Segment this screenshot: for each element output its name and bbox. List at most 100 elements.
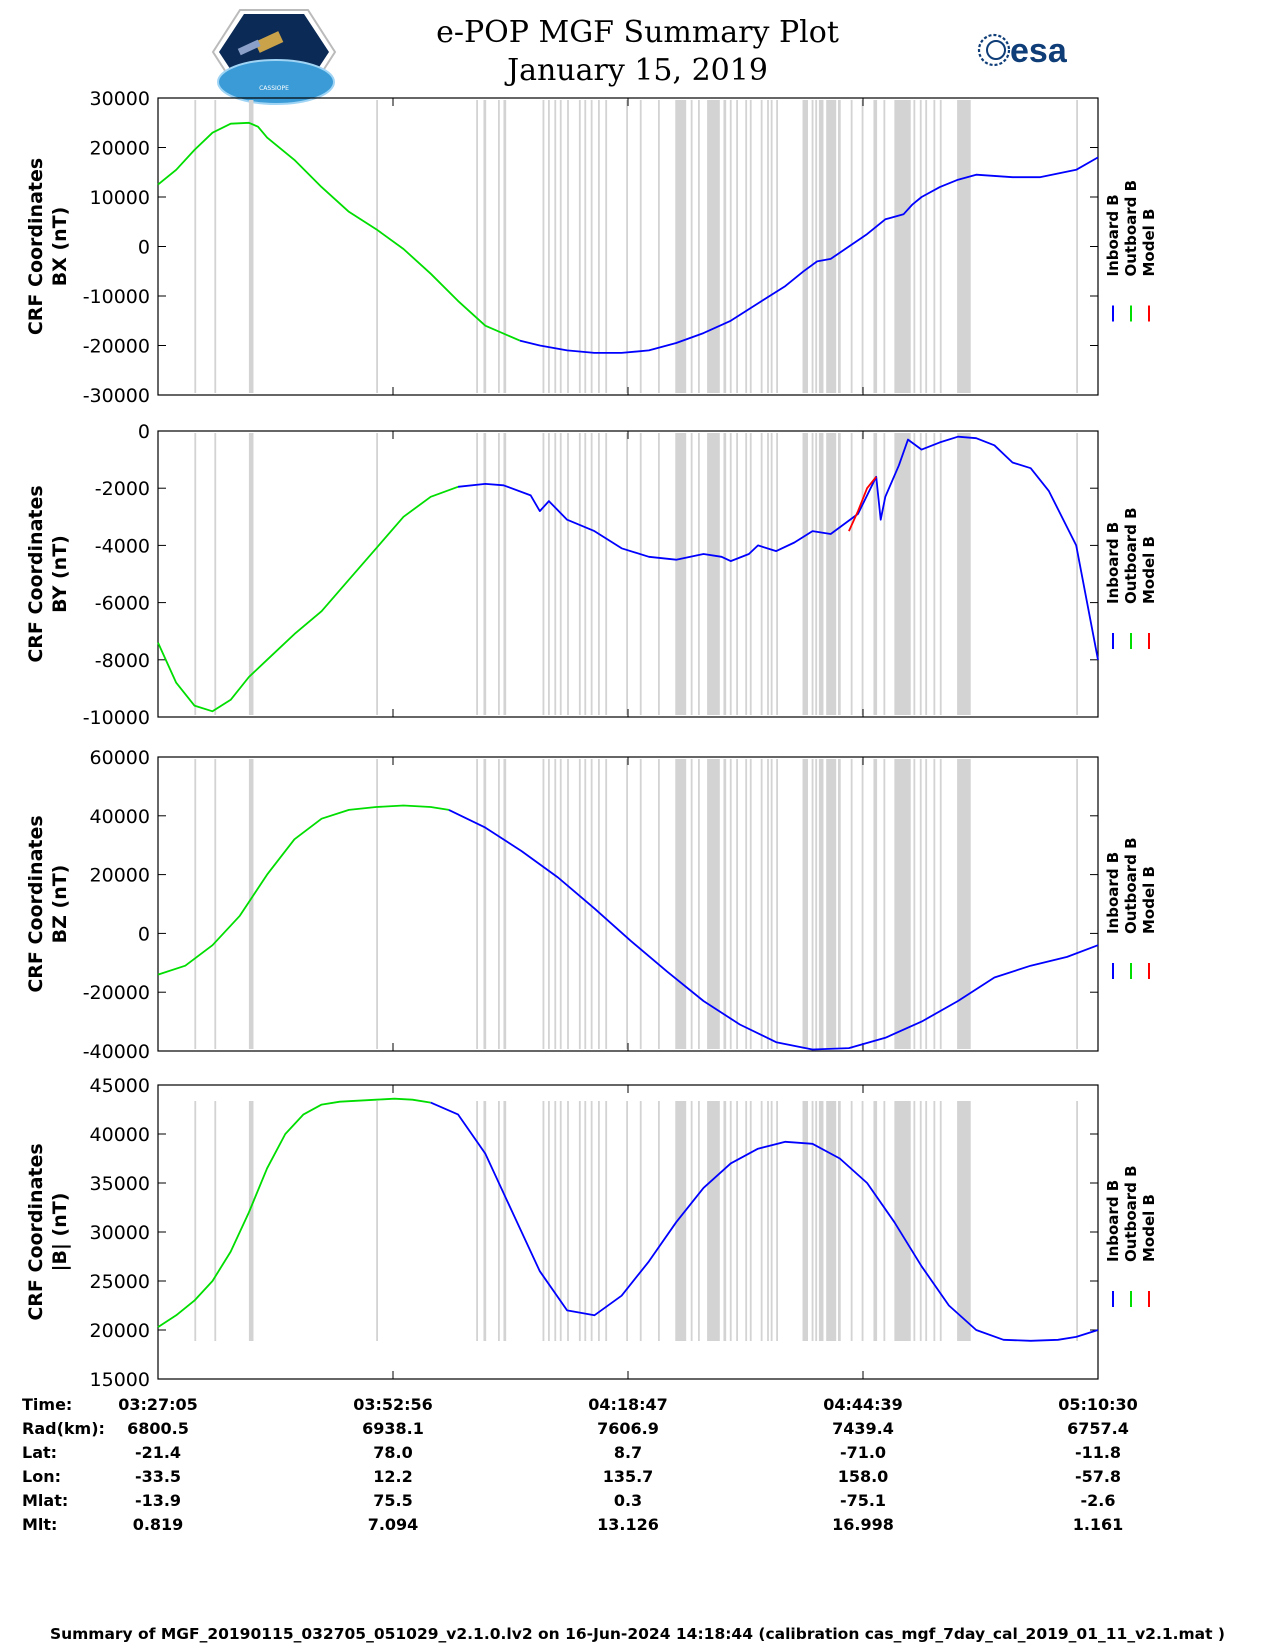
- data-gap-band: [957, 433, 971, 715]
- data-gap-band: [476, 759, 478, 1049]
- y-tick-label: 0: [138, 923, 150, 945]
- data-gap-band: [850, 433, 853, 715]
- y-axis-label: CRF Coordinates: [25, 815, 47, 992]
- data-gap-band: [925, 433, 928, 715]
- data-gap-band: [503, 433, 507, 715]
- data-gap-band: [850, 1101, 853, 1341]
- y-tick-label: 20000: [90, 865, 150, 887]
- data-gap-band: [658, 759, 660, 1049]
- info-cell: -33.5: [135, 1467, 181, 1486]
- data-gap-band: [542, 100, 545, 393]
- data-gap-band: [811, 433, 814, 715]
- data-gap-band: [749, 759, 752, 1049]
- series-line-outboard-b: [157, 804, 450, 976]
- y-tick-label: -6000: [95, 593, 150, 615]
- data-gap-band: [639, 100, 642, 393]
- info-row-label: Mlt:: [22, 1515, 57, 1534]
- data-gap-band: [605, 759, 608, 1049]
- info-cell: -75.1: [840, 1491, 886, 1510]
- info-cell: -11.8: [1075, 1443, 1121, 1462]
- data-gap-band: [698, 433, 700, 715]
- data-gap-band: [749, 1101, 752, 1341]
- data-gap-band: [729, 1101, 732, 1341]
- y-tick-label: 25000: [90, 1271, 150, 1293]
- data-gap-band: [626, 100, 628, 393]
- data-gap-band: [925, 1101, 928, 1341]
- mission-logo-text: CASSIOPE: [259, 85, 289, 92]
- data-gap-band: [770, 1101, 773, 1341]
- info-cell: 8.7: [614, 1443, 642, 1462]
- data-gap-band: [376, 433, 378, 715]
- data-gap-band: [826, 759, 837, 1049]
- data-gap-band: [567, 1101, 569, 1341]
- data-gap-band: [815, 433, 818, 715]
- y-tick-label: -10000: [83, 286, 150, 308]
- data-gap-band: [802, 433, 808, 715]
- legend-label: Model B: [1140, 209, 1158, 277]
- data-gap-band: [707, 1101, 720, 1341]
- data-gap-band: [919, 100, 922, 393]
- data-gap-band: [745, 433, 748, 715]
- data-gap-band: [723, 433, 727, 715]
- data-gap-band: [590, 100, 593, 393]
- data-gap-band: [584, 759, 587, 1049]
- esa-logo-text: esa: [1010, 32, 1068, 70]
- data-gap-band: [913, 100, 916, 393]
- data-gap-band: [760, 433, 763, 715]
- info-cell: 12.2: [373, 1467, 412, 1486]
- data-gap-band: [873, 759, 878, 1049]
- info-cell: 04:44:39: [823, 1395, 903, 1414]
- data-gap-band: [736, 1101, 738, 1341]
- data-gap-band: [559, 759, 562, 1049]
- data-gap-band: [248, 759, 254, 1049]
- data-gap-band: [194, 100, 197, 393]
- data-gap-band: [883, 759, 886, 1049]
- info-cell: -71.0: [840, 1443, 886, 1462]
- data-gap-band: [194, 1101, 197, 1341]
- data-gap-band: [498, 100, 500, 393]
- legend: Inboard B Outboard B Model B: [1104, 837, 1158, 979]
- data-gap-band: [690, 1101, 693, 1341]
- data-gap-band: [578, 100, 581, 393]
- data-gap-band: [698, 1101, 700, 1341]
- data-gap-band: [818, 759, 824, 1049]
- data-gap-band: [815, 1101, 818, 1341]
- info-cell: -2.6: [1081, 1491, 1116, 1510]
- data-gap-band: [214, 759, 217, 1049]
- data-gap-band: [584, 1101, 587, 1341]
- y-tick-label: 35000: [90, 1173, 150, 1195]
- data-gap-band: [861, 1101, 864, 1341]
- data-gap-band: [736, 433, 738, 715]
- data-gap-band: [590, 759, 593, 1049]
- data-gap-band: [548, 433, 550, 715]
- info-cell: 03:27:05: [118, 1395, 198, 1414]
- legend-label: Outboard B: [1122, 837, 1140, 934]
- data-gap-band: [194, 433, 197, 715]
- panel-4: 45000 40000 35000 30000 25000 20000 15000 CRF C…: [25, 1075, 1158, 1391]
- data-gap-band: [925, 100, 928, 393]
- data-gap-band: [776, 100, 778, 393]
- data-gap-band: [811, 100, 814, 393]
- data-gap-band: [745, 100, 748, 393]
- data-gap-band: [873, 100, 878, 393]
- y-tick-label: -10000: [83, 707, 150, 729]
- data-gap-band: [913, 1101, 916, 1341]
- y-tick-label: -20000: [83, 982, 150, 1004]
- panel-3: 60000 40000 20000 0 -20000 -40000 CRF Coordina…: [25, 747, 1158, 1063]
- data-gap-band: [826, 100, 837, 393]
- data-gap-band: [578, 759, 581, 1049]
- data-gap-band: [542, 759, 545, 1049]
- y-axis-label-units: BY (nT): [49, 535, 71, 613]
- data-gap-band: [554, 1101, 557, 1341]
- data-gap-band: [567, 759, 569, 1049]
- data-gap-band: [913, 433, 916, 715]
- data-gap-band: [723, 759, 727, 1049]
- data-gap-band: [760, 759, 763, 1049]
- y-tick-label: 45000: [90, 1075, 150, 1097]
- legend-label: Model B: [1140, 1194, 1158, 1262]
- data-gap-band: [760, 1101, 763, 1341]
- data-gap-band: [919, 1101, 922, 1341]
- data-gap-band: [811, 759, 814, 1049]
- data-gap-band: [542, 1101, 545, 1341]
- data-gap-band: [194, 759, 197, 1049]
